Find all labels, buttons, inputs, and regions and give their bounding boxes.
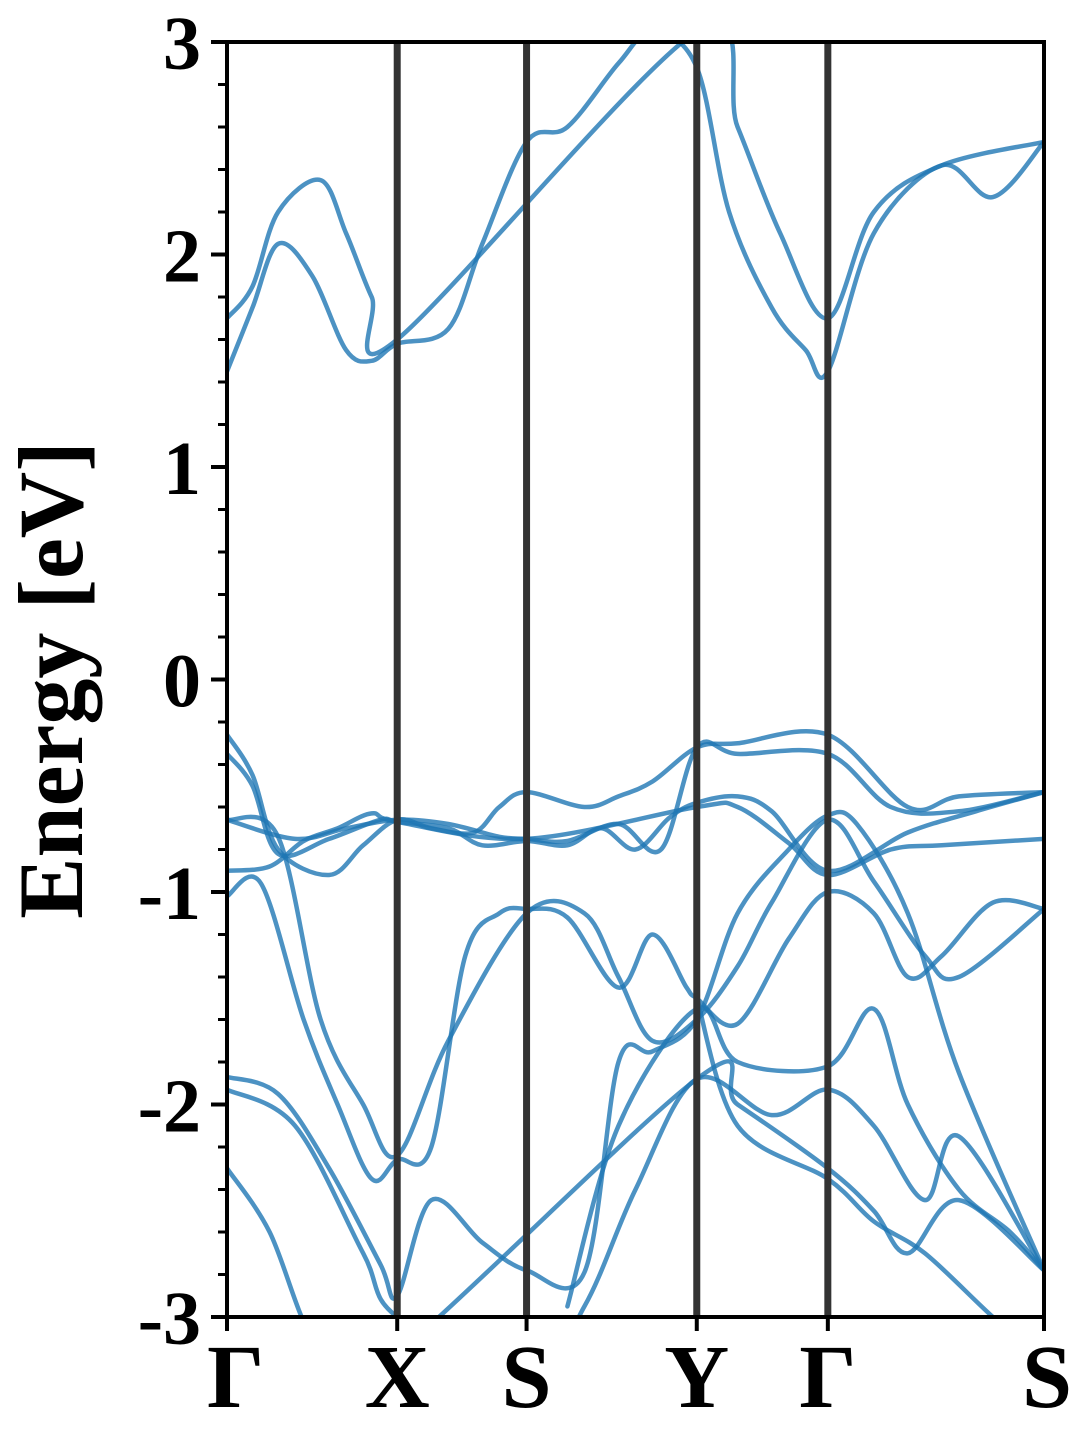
plot-frame xyxy=(225,40,1046,1319)
band-line-3 xyxy=(227,729,1044,878)
y-tick-label: -1 xyxy=(138,852,201,936)
y-tick-label: -2 xyxy=(138,1065,201,1149)
band-line-5 xyxy=(227,739,1044,855)
y-axis-ticks: -3 -2 -1 0 1 2 3 xyxy=(138,2,227,1361)
bands-layer xyxy=(227,42,1044,1317)
high-symmetry-lines xyxy=(393,42,832,1317)
band-line-6 xyxy=(227,800,1044,878)
x-tick-label: Y xyxy=(664,1328,729,1427)
y-tick-label: 2 xyxy=(163,215,201,299)
x-tick-label: S xyxy=(1022,1328,1072,1427)
band-line-13 xyxy=(565,1005,1044,1309)
band-line-10 xyxy=(227,1074,1044,1317)
y-tick-label: -3 xyxy=(138,1277,201,1361)
x-tick-label: X xyxy=(365,1328,430,1427)
y-axis-label: Energy [eV] xyxy=(0,441,102,919)
band-line-8 xyxy=(227,814,1044,1160)
band-line-2 xyxy=(227,42,1044,357)
band-line-9 xyxy=(227,809,1044,1301)
y-tick-label: 0 xyxy=(163,640,201,724)
band-line-11 xyxy=(227,1059,1044,1317)
x-tick-label: Γ xyxy=(799,1328,856,1427)
x-tick-label: Γ xyxy=(207,1328,264,1427)
band-line-1 xyxy=(227,42,1044,381)
band-line-7 xyxy=(227,874,1044,1184)
y-tick-label: 1 xyxy=(163,427,201,511)
x-tick-label: S xyxy=(502,1328,552,1427)
y-tick-label: 3 xyxy=(163,2,201,86)
